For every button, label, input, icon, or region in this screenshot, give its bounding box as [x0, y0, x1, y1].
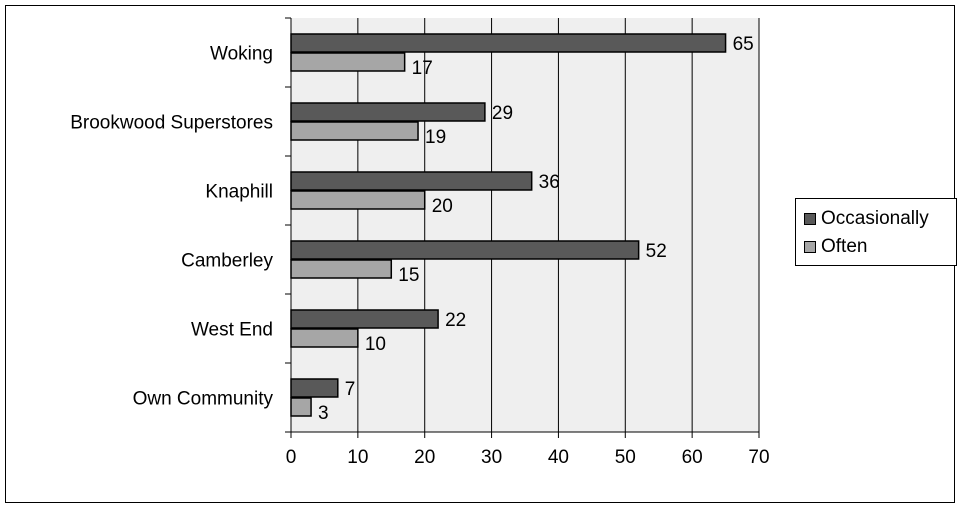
bar-occasionally: [290, 309, 439, 329]
x-tick-label: 0: [286, 447, 297, 468]
category-label: Camberley: [181, 251, 273, 272]
x-tick-label: 20: [414, 447, 435, 468]
data-label: 3: [318, 403, 329, 424]
legend-swatch-1: [804, 241, 816, 253]
data-label: 19: [425, 127, 446, 148]
bar-often: [290, 397, 312, 417]
data-label: 22: [445, 310, 466, 331]
category-label: West End: [191, 320, 273, 341]
data-label: 17: [412, 58, 433, 79]
category-label: Woking: [210, 44, 273, 65]
data-label: 20: [432, 196, 453, 217]
bar-occasionally: [290, 171, 533, 191]
bar-often: [290, 190, 426, 210]
data-label: 65: [733, 34, 754, 55]
x-tick-label: 10: [347, 447, 368, 468]
legend-label-0: Occasionally: [821, 208, 929, 229]
legend-label-1: Often: [821, 236, 868, 257]
bars: [290, 33, 727, 417]
bar-often: [290, 121, 419, 141]
x-tick-label: 60: [682, 447, 703, 468]
gridlines: [357, 18, 760, 432]
labels: 0 10 20 30 40 50 60 70 Woking 65 17 Brookwood Super…: [70, 34, 769, 468]
data-label: 29: [492, 103, 513, 124]
x-tick-label: 50: [615, 447, 636, 468]
legend-swatch-0: [804, 213, 816, 225]
bar-occasionally: [290, 102, 486, 122]
data-label: 10: [365, 334, 386, 355]
x-tick-label: 70: [748, 447, 769, 468]
category-label: Brookwood Superstores: [70, 113, 273, 134]
legend: Occasionally Often: [795, 198, 957, 266]
legend-item-1: Often: [804, 235, 867, 259]
data-label: 15: [398, 265, 419, 286]
x-tick-label: 30: [481, 447, 502, 468]
category-label: Knaphill: [205, 182, 273, 203]
bar-often: [290, 52, 406, 72]
data-label: 7: [345, 379, 356, 400]
bar-occasionally: [290, 240, 640, 260]
data-label: 52: [646, 241, 667, 262]
category-label: Own Community: [133, 389, 274, 410]
axes: [285, 17, 760, 438]
data-label: 36: [539, 172, 560, 193]
bar-often: [290, 259, 393, 279]
bar-occasionally: [290, 378, 339, 398]
legend-item-0: Occasionally: [804, 207, 929, 231]
plot-area: [291, 18, 759, 432]
bar-occasionally: [290, 33, 727, 53]
bar-often: [290, 328, 359, 348]
x-tick-label: 40: [548, 447, 569, 468]
